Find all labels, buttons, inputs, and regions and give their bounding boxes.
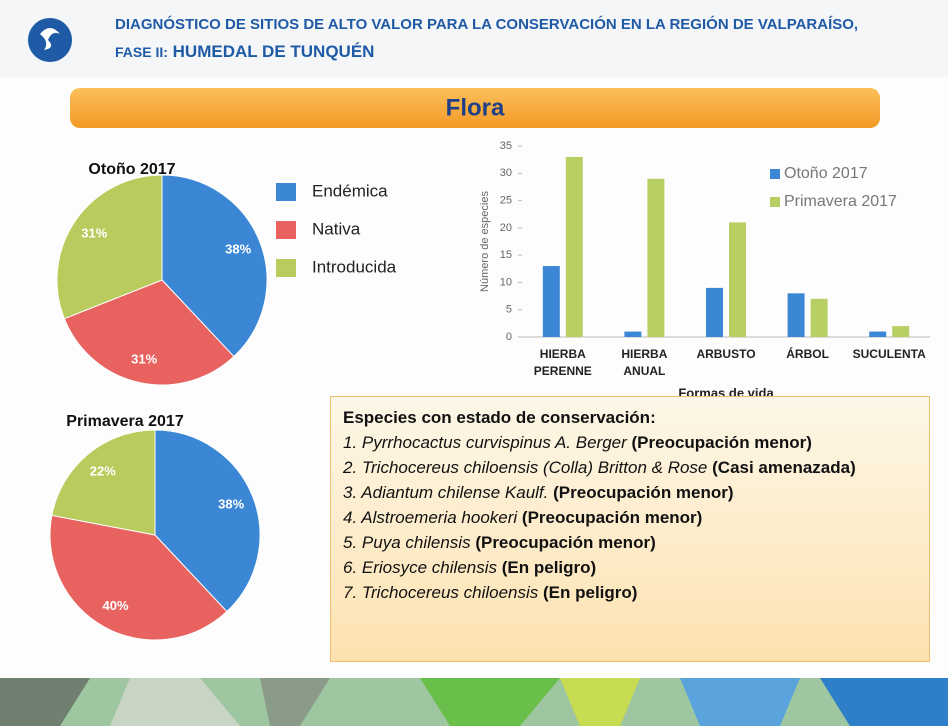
y-tick-label: 30 (500, 167, 512, 179)
species-name: 3. Adiantum chilense Kaulf. (343, 483, 548, 502)
conservation-item: 5. Puya chilensis (Preocupación menor) (343, 530, 917, 555)
species-name: 4. Alstroemeria hookeri (343, 508, 517, 527)
conservation-item: 7. Trichocereus chiloensis (En peligro) (343, 580, 917, 605)
y-tick-label: 15 (500, 249, 512, 261)
y-tick-label: 20 (500, 222, 512, 234)
pie-label: 31% (81, 225, 107, 240)
bar (811, 299, 828, 337)
legend-label: Endémica (312, 181, 388, 200)
x-tick-label: SUCULENTA (849, 346, 929, 363)
legend-swatch (770, 169, 780, 179)
bar (869, 332, 886, 337)
conservation-status: (Preocupación menor) (475, 533, 655, 552)
legend-swatch (770, 197, 780, 207)
conservation-item: 2. Trichocereus chiloensis (Colla) Britt… (343, 455, 917, 480)
species-name: 1. Pyrrhocactus curvispinus A. Berger (343, 433, 627, 452)
x-tick-label: HIERBA ANUAL (604, 346, 684, 380)
pie-title: Primavera 2017 (66, 413, 184, 430)
species-name: 2. Trichocereus chiloensis (Colla) Britt… (343, 458, 707, 477)
header-prefix: FASE II: (115, 44, 168, 60)
y-axis-label: Número de especies (479, 191, 491, 292)
header-band (0, 0, 948, 78)
species-name: 6. Eriosyce chilensis (343, 558, 497, 577)
conservation-status: (En peligro) (543, 583, 637, 602)
y-tick-label: 35 (500, 140, 512, 152)
y-tick-label: 5 (506, 304, 512, 316)
legend-label: Introducida (312, 257, 397, 276)
bar (566, 157, 583, 337)
pie-label: 31% (131, 351, 157, 366)
legend-label: Otoño 2017 (784, 165, 868, 182)
header-title-line1: DIAGNÓSTICO DE SITIOS DE ALTO VALOR PARA… (115, 16, 858, 33)
legend-label: Nativa (312, 219, 361, 238)
conservation-item: 6. Eriosyce chilensis (En peligro) (343, 555, 917, 580)
logo (28, 18, 72, 62)
x-tick-label: ÁRBOL (768, 346, 848, 363)
legend-label: Primavera 2017 (784, 193, 897, 210)
conservation-status: (Casi amenazada) (712, 458, 856, 477)
footer-decoration (0, 678, 948, 726)
x-tick-label: ARBUSTO (686, 346, 766, 363)
header-subtitle: HUMEDAL DE TUNQUÉN (173, 42, 375, 61)
conservation-item: 1. Pyrrhocactus curvispinus A. Berger (P… (343, 430, 917, 455)
conservation-status: (En peligro) (502, 558, 596, 577)
y-tick-label: 0 (506, 331, 512, 343)
conservation-status: (Preocupación menor) (632, 433, 812, 452)
pie-label: 38% (218, 496, 244, 511)
bar (706, 288, 723, 337)
conservation-item: 4. Alstroemeria hookeri (Preocupación me… (343, 505, 917, 530)
species-name: 5. Puya chilensis (343, 533, 471, 552)
pie-label: 40% (103, 598, 129, 613)
pie-label: 38% (225, 241, 251, 256)
slide: Flora Endémica Nativa Introducida Otoño 201… (0, 0, 948, 726)
legend-swatch (276, 259, 296, 277)
bar (647, 179, 664, 337)
species-name: 7. Trichocereus chiloensis (343, 583, 538, 602)
conservation-item: 3. Adiantum chilense Kaulf. (Preocupació… (343, 480, 917, 505)
y-tick-label: 10 (500, 276, 512, 288)
y-tick-label: 25 (500, 194, 512, 206)
legend-swatch (276, 221, 296, 239)
bar (624, 332, 641, 337)
section-title: Flora (446, 94, 505, 121)
bar (543, 266, 560, 337)
conservation-status: (Preocupación menor) (553, 483, 733, 502)
x-tick-label: HIERBA PERENNE (523, 346, 603, 380)
conservation-box: Especies con estado de conservación: 1. … (330, 396, 930, 662)
bar (788, 293, 805, 337)
conservation-heading: Especies con estado de conservación: (343, 405, 917, 430)
bar (892, 326, 909, 337)
conservation-status: (Preocupación menor) (522, 508, 702, 527)
header-title-line2: FASE II: HUMEDAL DE TUNQUÉN (115, 42, 374, 62)
bar (729, 222, 746, 337)
pie-label: 22% (90, 463, 116, 478)
legend-swatch (276, 183, 296, 201)
